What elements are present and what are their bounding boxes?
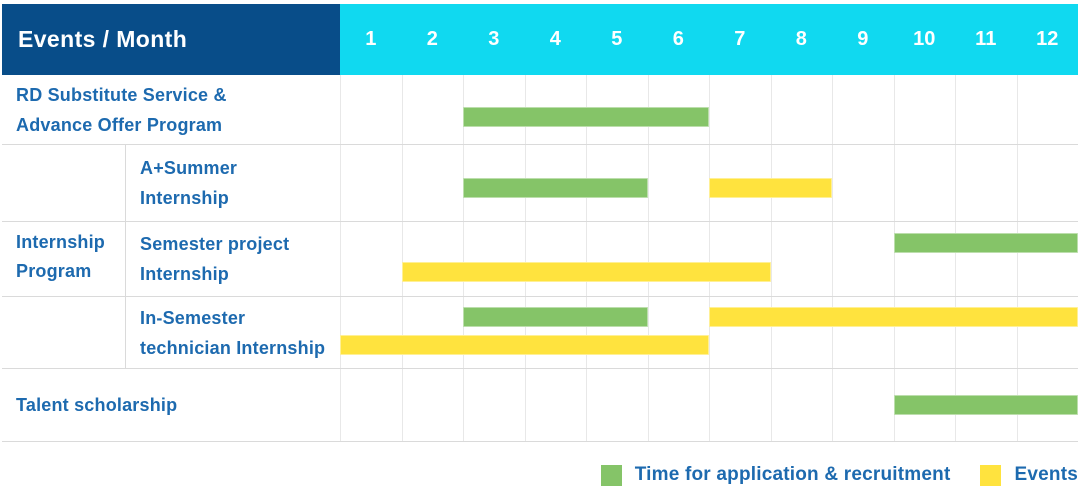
legend-label: Time for application & recruitment [634, 464, 951, 485]
month-header-9: 9 [857, 28, 869, 50]
bar-events-m7-m8 [709, 178, 832, 198]
events-month-header-cell: Events / Month [2, 4, 340, 75]
month-gridline-12 [1016, 75, 1018, 442]
month-gridline-9 [832, 75, 833, 442]
bar-application-m3-m5 [463, 178, 648, 198]
bar-events-m7-m12 [709, 307, 1078, 327]
group-cell-internship-program: Internship Program [2, 145, 125, 369]
bar-events-m1-m6 [340, 335, 709, 355]
bar-events-m2-m7 [401, 262, 771, 282]
row-label: RD Substitute Service & Advance Offer Pro… [2, 75, 340, 144]
row-label-line: In-Semester [140, 307, 246, 328]
row-label-line: Internship [140, 264, 230, 284]
table-row: Talent scholarship [2, 369, 1078, 442]
month-gridline-6 [647, 75, 649, 442]
legend-item-application: Time for application & recruitment [600, 464, 951, 486]
legend-item-events: Events [980, 464, 1078, 486]
group-label-line: Internship [16, 232, 106, 252]
month-header-12: 12 [1036, 28, 1059, 50]
month-header-1: 1 [365, 28, 377, 50]
legend-label: Events [1014, 464, 1078, 485]
table-header-row: Events / Month 1 2 3 4 5 6 7 8 9 10 11 12 [2, 4, 1078, 75]
schedule-table: Events / Month 1 2 3 4 5 6 7 8 9 10 11 12 RD Substi… [2, 4, 1078, 442]
month-gridline-10 [893, 75, 895, 442]
month-header-5: 5 [611, 28, 623, 50]
table-row: Semester project Internship [2, 222, 1078, 297]
table-row: RD Substitute Service & Advance Offer Pro… [2, 75, 1078, 145]
row-label-line: technician Internship [140, 337, 326, 358]
group-label-line: Program [16, 261, 92, 281]
month-gridline-11 [955, 75, 956, 442]
month-header-11: 11 [975, 28, 997, 50]
month-header-2: 2 [426, 28, 438, 50]
bar-application-m3-m5 [463, 307, 648, 327]
row-label-line: RD Substitute Service & [16, 84, 227, 105]
month-gridline-5 [586, 75, 587, 442]
month-gridline-7 [709, 75, 710, 442]
row-label-line: Semester project [140, 234, 290, 254]
month-header-4: 4 [549, 28, 561, 50]
bar-application-m3-m6 [463, 107, 709, 127]
gantt-body: RD Substitute Service & Advance Offer Pro… [2, 75, 1078, 442]
month-header-8: 8 [795, 28, 807, 50]
bar-application-m10-m12 [893, 395, 1078, 415]
bar-application-m10-m12 [893, 233, 1078, 253]
row-label: Semester project Internship [125, 222, 340, 296]
table-row: A+Summer Internship [2, 145, 1078, 222]
month-header-3: 3 [488, 28, 500, 50]
month-gridline-8 [770, 75, 772, 442]
row-label-line: A+Summer [140, 158, 238, 178]
row-label-line: Advance Offer Program [16, 114, 223, 135]
month-header-row: 1 2 3 4 5 6 7 8 9 10 11 12 [340, 4, 1078, 75]
events-swatch-icon [980, 464, 1002, 486]
month-gridline-2 [401, 75, 403, 442]
row-label: In-Semester technician Internship [125, 297, 340, 368]
row-label-line: Internship [140, 188, 230, 208]
month-header-7: 7 [734, 28, 746, 50]
table-row: In-Semester technician Internship [2, 297, 1078, 369]
month-gridline-1 [340, 75, 341, 442]
month-header-10: 10 [913, 28, 936, 50]
month-gridline-3 [463, 75, 464, 442]
application-swatch-icon [600, 464, 622, 486]
row-label-line: Talent scholarship [16, 395, 178, 415]
row-label: Talent scholarship [2, 369, 340, 441]
month-gridline-4 [524, 75, 526, 442]
row-label: A+Summer Internship [125, 145, 340, 221]
month-header-6: 6 [672, 28, 684, 50]
legend: Time for application & recruitment Events [600, 458, 1078, 492]
